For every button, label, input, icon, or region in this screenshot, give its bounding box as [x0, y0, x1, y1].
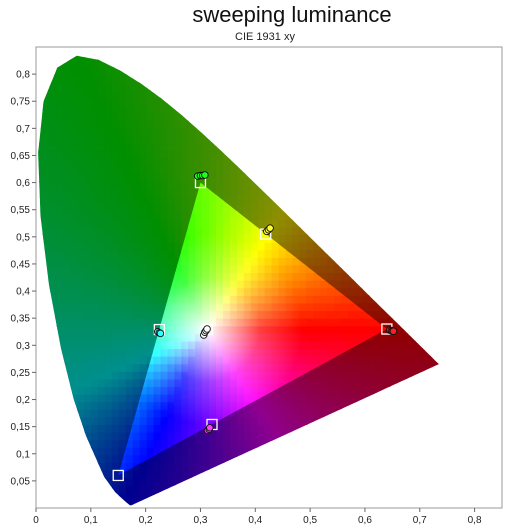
chart-title: sweeping luminance	[192, 2, 392, 27]
y-tick-label: 0,4	[16, 287, 30, 298]
y-tick-label: 0,55	[11, 205, 31, 216]
y-tick-label: 0,3	[16, 341, 30, 352]
y-tick-label: 0,25	[11, 368, 31, 379]
x-tick-label: 0	[33, 515, 39, 526]
y-tick-label: 0,7	[16, 124, 30, 135]
y-tick-label: 0,65	[11, 151, 31, 162]
x-tick-label: 0,6	[358, 515, 372, 526]
measurement-white-point	[203, 325, 211, 333]
measurement-red-point	[389, 327, 398, 335]
y-tick-label: 0,6	[16, 178, 30, 189]
y-tick-label: 0,1	[16, 449, 30, 460]
axes: 0 0,1 0,2 0,3 0,4 0,5 0,6 0,7 0,8 0,05 0,1 0,15 0,2 0…	[11, 46, 503, 526]
x-tick-label: 0,8	[468, 515, 482, 526]
x-tick-label: 0,7	[413, 515, 427, 526]
y-tick-label: 0,2	[16, 395, 30, 406]
plot-frame	[35, 46, 503, 509]
y-tick-label: 0,05	[11, 476, 31, 487]
measurement-cyan-point	[156, 329, 165, 338]
plot-area	[38, 55, 439, 506]
target-blue-marker	[112, 469, 124, 482]
x-tick-label: 0,3	[194, 515, 208, 526]
chart-subtitle: CIE 1931 xy	[235, 31, 295, 43]
y-tick-label: 0,35	[11, 314, 31, 325]
measurement-yellow-point	[266, 224, 274, 232]
y-tick-label: 0,5	[16, 232, 30, 243]
measurement-green-point	[201, 171, 209, 179]
y-tick-label: 0,8	[16, 70, 30, 81]
y-tick-label: 0,15	[11, 422, 31, 433]
x-tick-label: 0,5	[303, 515, 317, 526]
x-tick-label: 0,1	[84, 515, 98, 526]
x-tick-label: 0,2	[139, 515, 153, 526]
y-tick-label: 0,45	[11, 259, 31, 270]
x-tick-label: 0,4	[248, 515, 262, 526]
measurement-magenta-point	[206, 423, 214, 432]
y-tick-label: 0,75	[11, 97, 31, 108]
data-marks	[112, 171, 398, 482]
